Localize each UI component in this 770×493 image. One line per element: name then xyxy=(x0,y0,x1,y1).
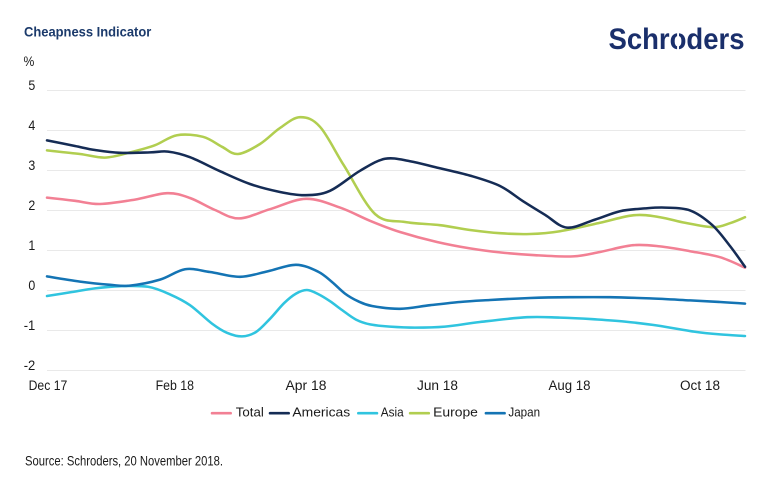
svg-text:1: 1 xyxy=(28,238,35,253)
svg-text:Japan: Japan xyxy=(508,405,540,420)
svg-text:Total: Total xyxy=(236,405,264,420)
svg-text:Source: Schroders, 20 November: Source: Schroders, 20 November 2018. xyxy=(25,454,223,469)
svg-text:Jun 18: Jun 18 xyxy=(417,378,458,393)
svg-text:Schroders: Schroders xyxy=(609,23,745,56)
svg-text:5: 5 xyxy=(28,78,35,93)
svg-text:Oct 18: Oct 18 xyxy=(680,378,720,393)
svg-text:%: % xyxy=(24,53,35,69)
svg-text:3: 3 xyxy=(28,158,35,173)
svg-text:Dec 17: Dec 17 xyxy=(29,378,68,393)
svg-text:-2: -2 xyxy=(24,358,36,373)
svg-text:4: 4 xyxy=(28,118,35,133)
svg-text:Feb 18: Feb 18 xyxy=(156,378,194,393)
svg-text:Americas: Americas xyxy=(292,405,350,420)
svg-text:Europe: Europe xyxy=(433,405,478,420)
svg-text:Apr 18: Apr 18 xyxy=(286,378,327,393)
svg-text:Cheapness Indicator: Cheapness Indicator xyxy=(24,25,152,41)
svg-text:Asia: Asia xyxy=(381,405,405,420)
svg-text:0: 0 xyxy=(28,278,35,293)
svg-text:Aug 18: Aug 18 xyxy=(549,378,591,393)
svg-text:2: 2 xyxy=(28,198,35,213)
svg-text:-1: -1 xyxy=(24,318,36,333)
